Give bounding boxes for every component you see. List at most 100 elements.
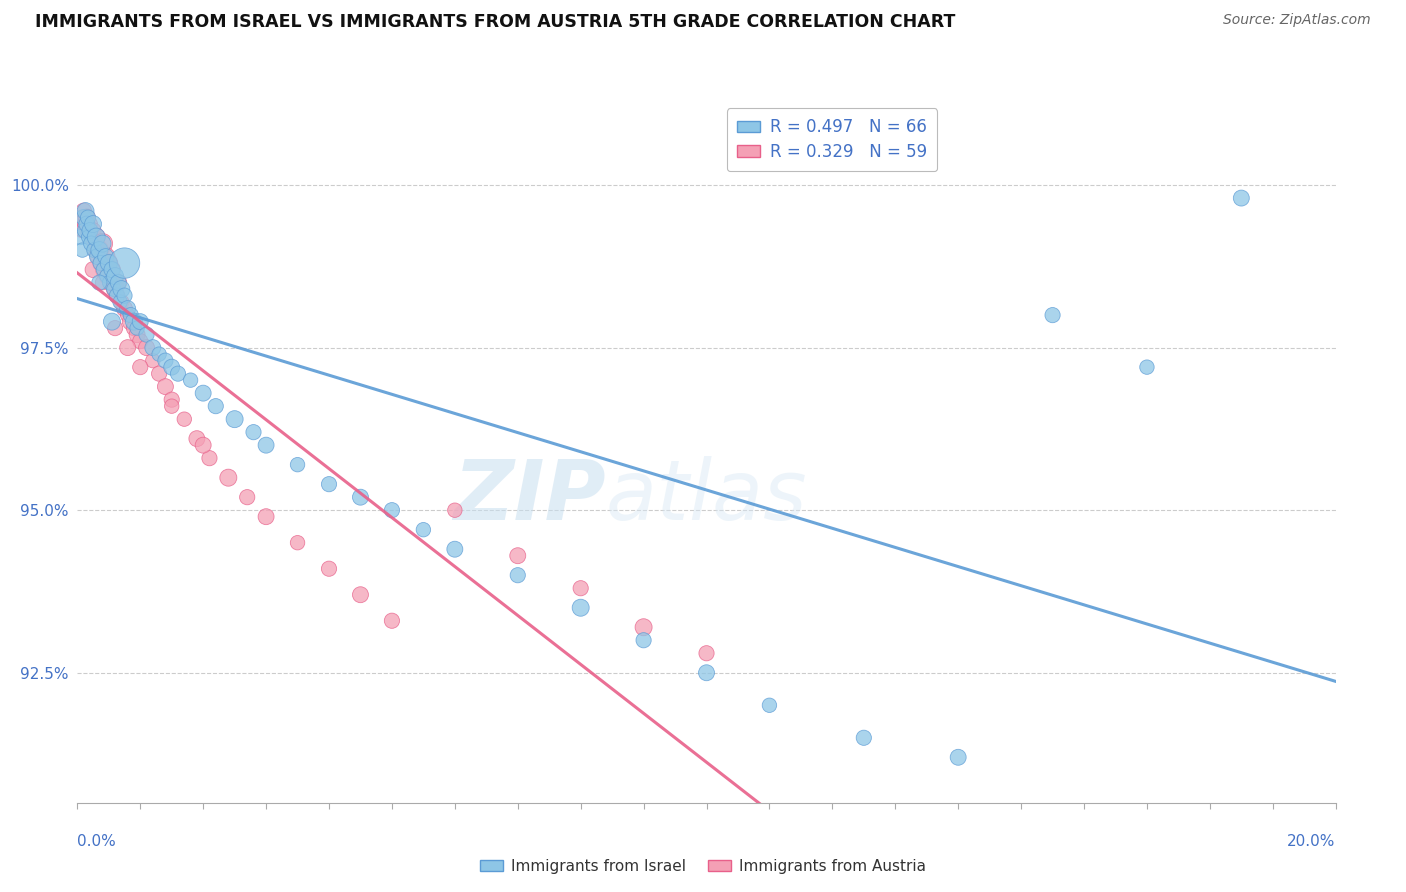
- Point: [569, 581, 592, 595]
- Point: [236, 490, 259, 504]
- Point: [224, 412, 246, 426]
- Point: [696, 665, 718, 680]
- Point: [155, 379, 177, 393]
- Point: [117, 301, 139, 316]
- Point: [93, 262, 115, 277]
- Point: [117, 341, 139, 355]
- Point: [107, 276, 129, 290]
- Point: [91, 236, 114, 251]
- Point: [72, 243, 94, 257]
- Point: [569, 600, 592, 615]
- Point: [287, 535, 309, 549]
- Point: [381, 503, 404, 517]
- Point: [104, 276, 127, 290]
- Point: [100, 276, 122, 290]
- Text: ZIP: ZIP: [453, 456, 606, 537]
- Point: [412, 523, 434, 537]
- Point: [96, 269, 118, 284]
- Point: [80, 236, 103, 251]
- Point: [1042, 308, 1064, 322]
- Point: [84, 230, 107, 244]
- Point: [76, 217, 98, 231]
- Point: [108, 295, 131, 310]
- Point: [98, 276, 121, 290]
- Point: [80, 230, 103, 244]
- Point: [84, 230, 107, 244]
- Point: [86, 250, 108, 264]
- Point: [242, 425, 264, 439]
- Point: [191, 438, 215, 452]
- Point: [73, 224, 96, 238]
- Point: [91, 236, 114, 251]
- Point: [76, 211, 98, 225]
- Point: [104, 321, 127, 335]
- Point: [101, 262, 124, 277]
- Point: [105, 288, 128, 302]
- Point: [90, 256, 112, 270]
- Text: 0.0%: 0.0%: [77, 834, 117, 849]
- Point: [101, 315, 124, 329]
- Point: [110, 282, 132, 296]
- Point: [852, 731, 875, 745]
- Point: [83, 243, 105, 257]
- Point: [90, 256, 112, 270]
- Point: [82, 262, 104, 277]
- Point: [349, 588, 371, 602]
- Point: [96, 269, 118, 284]
- Point: [167, 367, 190, 381]
- Point: [254, 438, 277, 452]
- Point: [114, 301, 136, 316]
- Point: [758, 698, 780, 713]
- Point: [107, 276, 129, 290]
- Point: [160, 360, 183, 375]
- Point: [97, 256, 120, 270]
- Point: [75, 204, 97, 219]
- Point: [72, 204, 94, 219]
- Point: [148, 367, 170, 381]
- Point: [217, 471, 239, 485]
- Point: [82, 224, 104, 238]
- Point: [72, 211, 94, 225]
- Point: [381, 614, 404, 628]
- Point: [77, 230, 100, 244]
- Point: [79, 217, 101, 231]
- Point: [633, 633, 655, 648]
- Point: [287, 458, 309, 472]
- Point: [948, 750, 970, 764]
- Point: [254, 509, 277, 524]
- Point: [69, 230, 91, 244]
- Point: [444, 503, 467, 517]
- Point: [69, 211, 91, 225]
- Point: [180, 373, 202, 387]
- Point: [103, 282, 125, 296]
- Point: [160, 392, 183, 407]
- Point: [93, 262, 115, 277]
- Point: [173, 412, 195, 426]
- Point: [82, 217, 104, 231]
- Point: [506, 549, 529, 563]
- Point: [122, 321, 145, 335]
- Point: [349, 490, 371, 504]
- Text: 20.0%: 20.0%: [1288, 834, 1336, 849]
- Point: [89, 243, 111, 257]
- Point: [160, 399, 183, 413]
- Point: [142, 341, 165, 355]
- Point: [127, 327, 149, 342]
- Point: [91, 276, 114, 290]
- Point: [101, 262, 124, 277]
- Point: [89, 243, 111, 257]
- Y-axis label: 5th Grade: 5th Grade: [0, 417, 4, 493]
- Legend: Immigrants from Israel, Immigrants from Austria: Immigrants from Israel, Immigrants from …: [474, 853, 932, 880]
- Point: [1136, 360, 1159, 375]
- Text: IMMIGRANTS FROM ISRAEL VS IMMIGRANTS FROM AUSTRIA 5TH GRADE CORRELATION CHART: IMMIGRANTS FROM ISRAEL VS IMMIGRANTS FRO…: [35, 13, 956, 31]
- Point: [148, 347, 170, 361]
- Point: [84, 243, 107, 257]
- Point: [114, 288, 136, 302]
- Point: [114, 256, 136, 270]
- Text: Source: ZipAtlas.com: Source: ZipAtlas.com: [1223, 13, 1371, 28]
- Point: [135, 341, 157, 355]
- Point: [117, 308, 139, 322]
- Text: atlas: atlas: [606, 456, 807, 537]
- Point: [79, 224, 101, 238]
- Point: [204, 399, 226, 413]
